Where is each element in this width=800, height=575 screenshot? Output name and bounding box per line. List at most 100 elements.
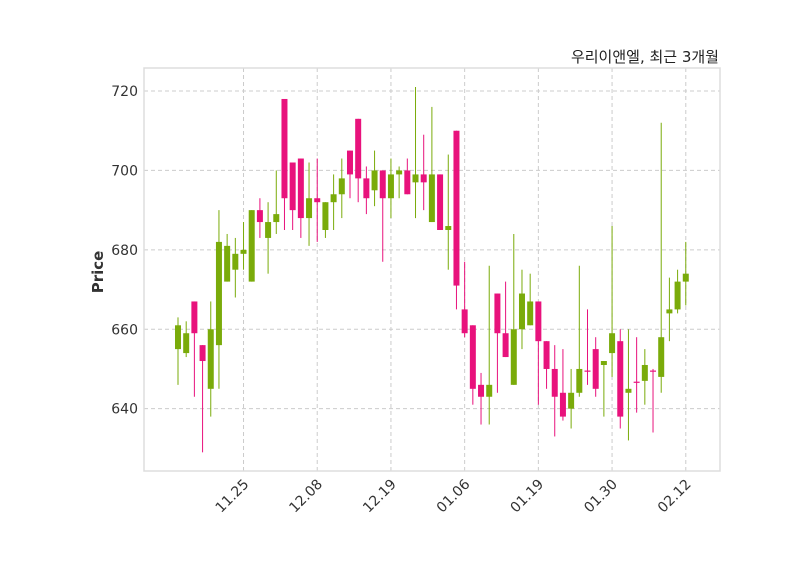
candle [265,202,272,274]
chart-title: 우리이앤엘, 최근 3개월 [571,48,719,66]
x-tick-label: 01.06 [434,476,474,516]
candle-body [518,293,525,330]
candle-body [322,202,329,230]
candle [183,321,190,358]
y-axis-ticks: 640 660 680 700 720 [111,84,138,418]
candle-body [363,178,370,199]
candle-body [658,337,665,377]
candle [650,368,657,433]
candle-body [494,293,501,334]
candle-body [592,349,599,389]
x-axis-ticks: 11.25 12.08 12.19 01.06 01.19 01.30 02.12 [213,476,695,516]
candle [330,174,337,230]
candle-body [527,301,534,326]
candle [412,87,419,219]
candle [363,166,370,215]
candle [289,162,296,230]
candle-body [215,241,222,346]
candle-body [543,341,550,369]
candle-body [584,370,591,372]
candle-body [256,210,263,223]
x-tick-label: 01.19 [508,477,548,517]
candles [175,87,689,453]
candle [355,118,362,203]
candle [568,368,575,429]
candle-body [183,333,190,354]
candle [666,277,673,342]
candle [445,154,452,270]
candle-body [502,333,509,358]
y-tick-label: 640 [111,402,138,418]
candle-body [600,361,607,365]
candle [175,317,181,385]
candle-body [412,174,419,183]
candle-body [306,198,313,219]
candle-body [469,325,476,389]
candle [486,265,493,425]
y-tick-label: 720 [111,84,138,100]
candle-body [445,226,452,230]
candle [543,341,550,389]
y-tick-label: 680 [111,243,138,259]
candle-body [437,174,444,230]
x-tick-label: 11.25 [213,477,253,517]
candle [273,170,280,234]
candle-body [666,309,673,314]
candle-body [207,329,214,389]
candle [371,150,378,207]
candle [199,345,206,453]
x-tick-label: 12.19 [360,477,400,517]
candle-body [486,384,493,397]
candle-body [387,174,394,199]
candle-body [396,170,403,175]
candle [674,269,681,314]
candle-body [453,130,460,286]
candle-body [535,301,542,342]
candle [297,158,304,238]
candle [527,273,534,326]
candle-body [650,370,657,372]
candle-body [559,392,566,417]
candle-body [224,245,231,282]
candle-body [510,329,517,385]
plot-frame [143,67,721,472]
candle [215,210,222,389]
candle-body [551,368,558,397]
candle [584,309,591,385]
candle-body [379,170,386,199]
candle [256,198,263,238]
y-tick-label: 660 [111,322,138,338]
candle [625,329,632,441]
candle [338,158,345,219]
candle [510,233,517,385]
candle [387,158,394,219]
candle [502,281,509,358]
x-tick-label: 12.08 [286,477,326,517]
candle [641,349,648,405]
candle [658,122,665,393]
candle-body [682,273,689,282]
candle-body [191,301,198,334]
candle [428,106,435,223]
candle-body [617,341,624,417]
candle [314,158,321,242]
candle [248,210,255,282]
candle [600,361,607,417]
candle-body [281,98,288,199]
candle-body [609,333,616,354]
candle [461,261,468,338]
candle [478,372,485,425]
candle [437,174,444,230]
candle [551,345,558,437]
candle [469,325,476,405]
candle-body [568,392,575,409]
candle [633,337,640,413]
x-tick-label: 02.12 [655,477,695,517]
candle-body [175,325,181,350]
candle [420,134,427,211]
candle [576,265,583,397]
candle-body [420,174,427,183]
candle-body [314,198,321,203]
candle [232,237,239,298]
